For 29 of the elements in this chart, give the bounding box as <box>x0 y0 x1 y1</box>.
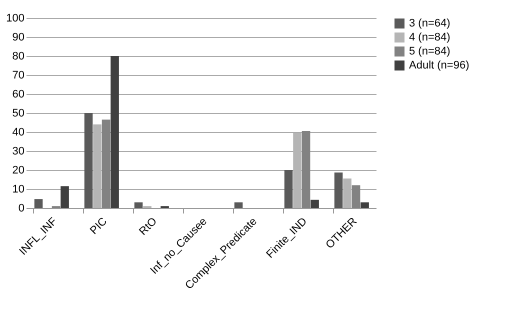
y-tick-label: 50 <box>12 108 24 120</box>
bar <box>110 56 119 208</box>
bar <box>302 131 310 208</box>
legend-label: 3 (n=64) <box>409 18 450 30</box>
bar <box>352 185 360 208</box>
bar <box>84 113 93 208</box>
y-tick-label: 90 <box>12 32 24 44</box>
x-tick-label: PIC <box>88 215 110 237</box>
bar <box>334 172 343 208</box>
legend-label: 5 (n=84) <box>409 46 450 58</box>
y-tick-label: 20 <box>12 164 24 176</box>
y-tick-label: 30 <box>12 146 24 158</box>
bar <box>60 186 69 208</box>
bar <box>360 202 369 208</box>
legend-label: 4 (n=84) <box>409 32 450 44</box>
legend-label: Adult (n=96) <box>409 60 470 72</box>
bar <box>134 202 143 208</box>
bar <box>234 202 243 208</box>
bar <box>310 200 319 208</box>
bar <box>34 199 43 208</box>
y-tick-label: 40 <box>12 126 24 138</box>
bar <box>284 170 293 208</box>
bar <box>102 120 110 208</box>
y-tick-label: 70 <box>12 70 24 82</box>
y-tick-label: 100 <box>6 12 24 24</box>
y-tick-label: 0 <box>18 202 24 214</box>
y-tick-label: 60 <box>12 88 24 100</box>
y-tick-label: 10 <box>12 184 24 196</box>
y-tick-label: 80 <box>12 50 24 62</box>
